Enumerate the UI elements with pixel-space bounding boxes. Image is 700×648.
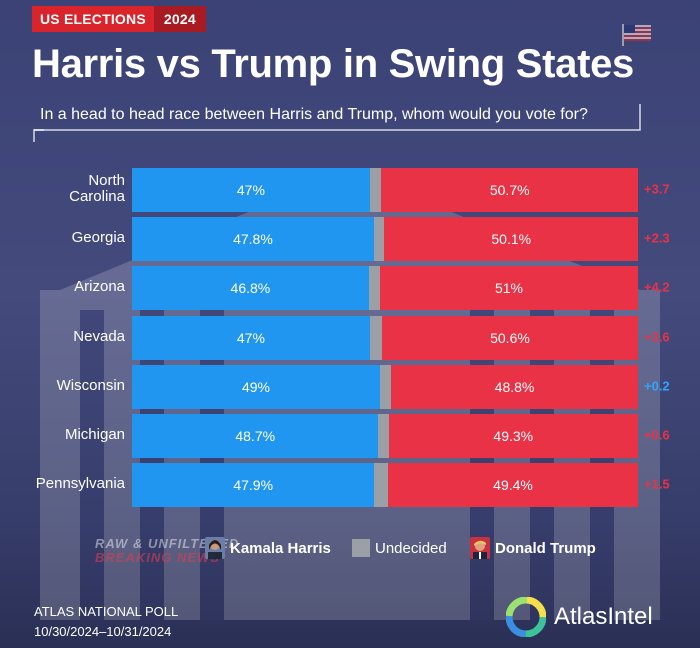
bar-segment-harris [132,463,375,508]
watermark-line2: BREAKING NEWS [95,550,220,565]
bar-segment-trump [381,315,638,360]
data-label-harris: 49% [241,378,270,395]
us-flag-icon [622,24,651,46]
bar-segment-trump [384,217,638,262]
chart-row: Arizona 46.8% 51% +4.2 [0,264,700,311]
stacked-bar-chart: North Carolina 47% 50.7% +3.7 Georgia 47.8% 50.… [0,166,700,516]
legend-label-harris: Kamala Harris [230,539,331,557]
atlasintel-logo: AtlasIntel [506,597,653,637]
data-label-harris: 48.7% [235,428,276,444]
category-label: Pennsylvania [0,476,125,492]
margin-label: +0.6 [644,427,670,443]
bar-segment-trump [379,266,638,311]
legend-item-trump: Donald Trump [470,536,596,560]
data-label-trump: 50.6% [490,329,530,346]
poll-name: ATLAS NATIONAL POLL [34,604,179,619]
margin-label: +3.6 [644,329,670,345]
category-label-line: Carolina [69,188,125,205]
margin-label: +2.3 [644,230,670,246]
data-label-harris: 47.9% [233,477,274,494]
category-label: North Carolina [0,173,125,205]
chart-subtitle: In a head to head race between Harris an… [40,106,588,123]
chart-row: Pennsylvania 47.9% 49.4% +1.5 [0,461,700,508]
bar-segment-trump [388,463,638,508]
margin-label: +4.2 [644,279,670,295]
chart-legend: Kamala Harris Undecided Donald Trump [0,536,700,560]
data-label-trump: 50.7% [489,182,530,198]
us-elections-badge: US ELECTIONS 2024 [32,6,206,32]
bar-segment-harris [132,315,370,360]
data-label-trump: 49.4% [493,477,533,494]
trump-portrait-icon [470,537,490,559]
legend-item-harris: Kamala Harris [205,536,331,560]
subtitle-frame: In a head to head race between Harris an… [32,104,642,144]
stacked-bar: 47.9% 49.4% [132,463,638,508]
bar-segment-undecided [379,364,392,409]
harris-portrait-icon [205,537,225,559]
data-label-harris: 46.8% [230,280,271,297]
category-label: Michigan [0,427,125,443]
margin-label: +0.2 [644,378,670,394]
bar-segment-harris [132,217,374,262]
data-label-harris: 47% [236,329,265,346]
bar-segment-undecided [373,217,385,262]
bar-segment-harris [132,414,379,458]
margin-label: +1.5 [644,476,670,492]
category-label-line: Wisconsin [56,376,125,394]
category-label: Arizona [0,279,125,295]
legend-item-undecided: Undecided [352,536,447,560]
logo-text: AtlasIntel [554,603,653,630]
category-label-line: North [88,172,125,189]
category-label-line: Arizona [74,278,125,296]
page-title: Harris vs Trump in Swing States [32,42,634,86]
stacked-bar: 49% 48.8% [132,364,638,409]
bar-segment-undecided [369,315,382,360]
bar-segment-harris [132,364,380,409]
poll-footer: ATLAS NATIONAL POLL 10/30/2024–10/31/202… [34,602,178,642]
bar-segment-trump [391,364,638,409]
chart-row: Nevada 47% 50.6% +3.6 [0,314,700,360]
atlasintel-logo-icon [506,597,546,637]
stacked-bar: 47% 50.6% [132,315,638,360]
watermark-line1: RAW & UNFILTERED [95,536,240,551]
category-label-line: Nevada [73,327,125,345]
chart-row: Georgia 47.8% 50.1% +2.3 [0,215,700,262]
bar-segment-undecided [378,414,389,458]
data-label-harris: 47% [236,182,265,198]
badge-tag: US ELECTIONS [32,6,154,32]
chart-row: Michigan 48.7% 49.3% +0.6 [0,412,700,458]
undecided-swatch [352,539,370,557]
stacked-bar: 46.8% 51% [132,266,638,311]
category-label-line: Georgia [71,229,125,247]
data-label-trump: 50.1% [491,231,532,248]
chart-row: Wisconsin 49% 48.8% +0.2 [0,363,700,409]
data-label-harris: 47.8% [233,231,273,248]
stacked-bar: 47.8% 50.1% [132,217,638,262]
data-label-trump: 49.3% [493,428,534,444]
subtitle-bracket [33,104,641,142]
watermark: RAW & UNFILTERED BREAKING NEWS [95,537,239,565]
poll-dates: 10/30/2024–10/31/2024 [34,624,172,639]
data-label-trump: 51% [494,280,523,297]
category-label-line: Michigan [64,426,125,443]
chart-row: North Carolina 47% 50.7% +3.7 [0,166,700,212]
bar-segment-trump [381,168,638,212]
bar-segment-undecided [374,463,389,508]
badge-year: 2024 [153,6,206,32]
bar-segment-trump [388,414,638,458]
legend-label-trump: Donald Trump [495,539,596,557]
stacked-bar: 48.7% 49.3% [132,414,638,458]
legend-label-undecided: Undecided [375,539,447,557]
bar-segment-harris [132,266,369,311]
category-label-line: Pennsylvania [35,475,125,493]
bar-segment-harris [132,168,370,212]
bar-segment-undecided [368,266,380,311]
category-label: Nevada [0,327,125,345]
margin-label: +3.7 [644,181,670,197]
bar-segment-undecided [369,168,382,212]
data-label-trump: 48.8% [494,378,535,395]
category-label: Wisconsin [0,376,125,394]
category-label: Georgia [0,230,125,246]
stacked-bar: 47% 50.7% [132,168,638,212]
